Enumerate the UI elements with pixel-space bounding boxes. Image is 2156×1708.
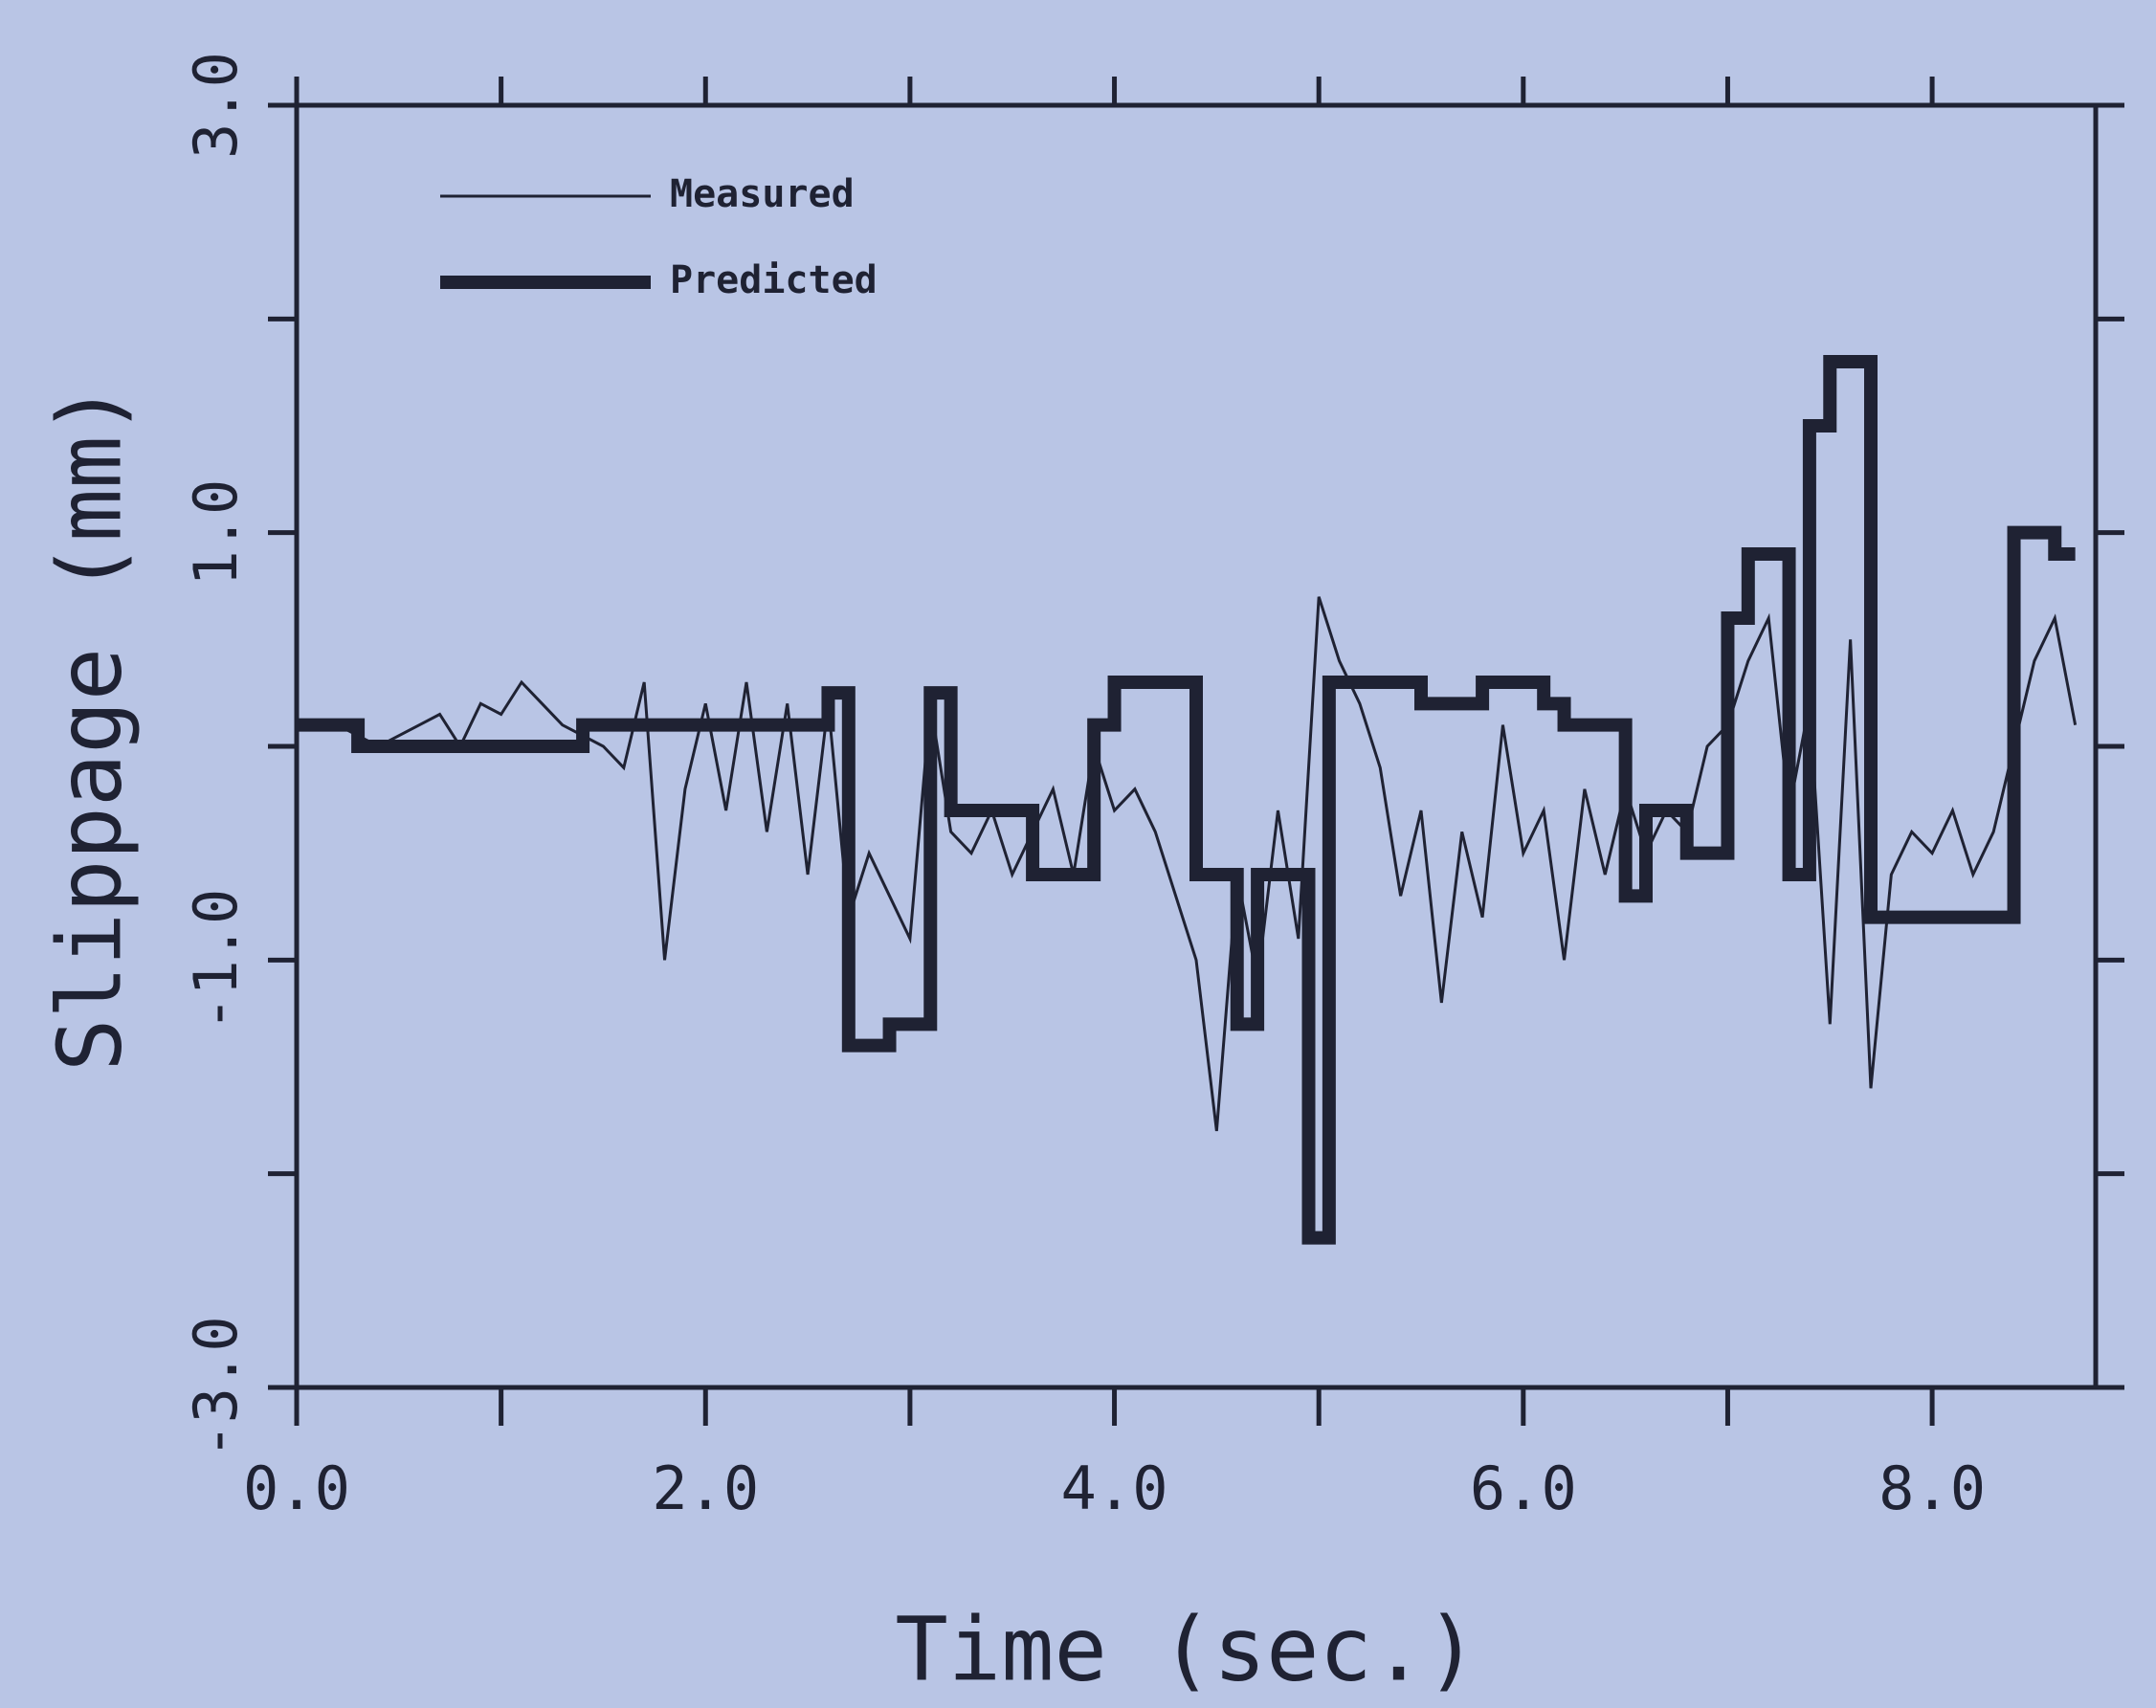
y-tick-label: 1.0 xyxy=(181,479,251,587)
x-tick-label: 8.0 xyxy=(1878,1453,1986,1523)
x-axis-title: Time (sec.) xyxy=(895,1598,1478,1700)
y-tick-label: 3.0 xyxy=(181,52,251,159)
x-tick-label: 2.0 xyxy=(652,1453,759,1523)
x-tick-label: 0.0 xyxy=(243,1453,350,1523)
y-axis-title: Slippage (mm) xyxy=(38,383,141,1072)
legend-label: Measured xyxy=(670,172,855,216)
x-tick-label: 6.0 xyxy=(1470,1453,1577,1523)
legend-label: Predicted xyxy=(670,258,878,302)
series-line xyxy=(297,596,2078,1132)
y-tick-label: -1.0 xyxy=(181,889,251,1031)
y-tick-label: -3.0 xyxy=(181,1316,251,1458)
series-line xyxy=(297,355,2076,1245)
x-tick-label: 4.0 xyxy=(1061,1453,1168,1523)
